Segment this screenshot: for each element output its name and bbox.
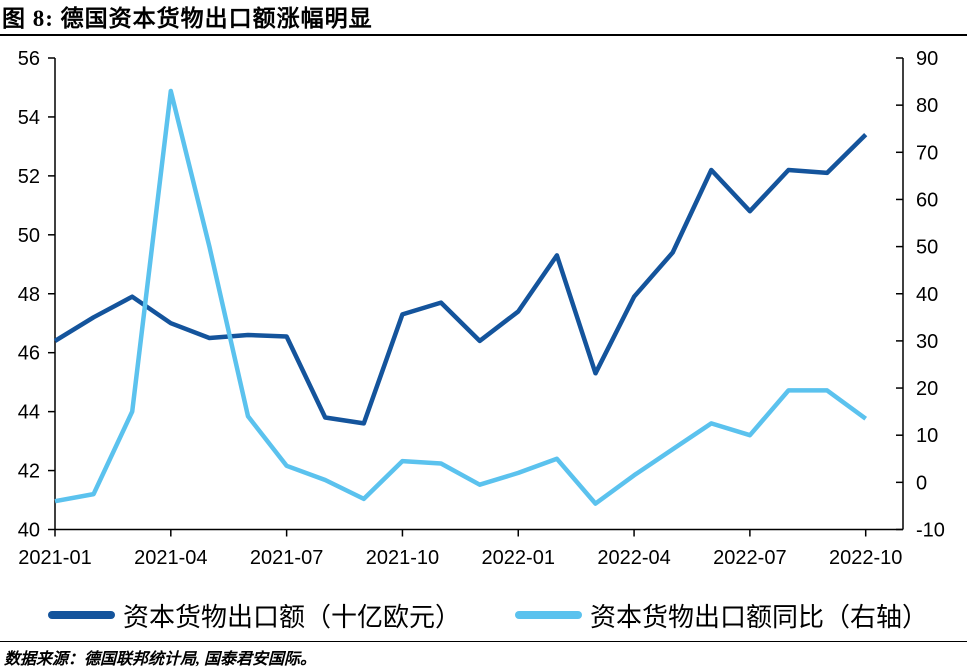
y-axis-left-tick-label: 56	[18, 48, 40, 70]
y-axis-left-tick-label: 48	[18, 284, 40, 306]
y-axis-right-tick-label: 20	[916, 378, 938, 400]
y-axis-right-tick-label: 0	[916, 472, 927, 494]
y-axis-right-tick-label: 80	[916, 95, 938, 117]
y-axis-left-tick-label: 42	[18, 461, 40, 483]
y-axis-right-tick-label: 90	[916, 48, 938, 70]
series-line-exports	[53, 133, 868, 426]
x-axis-tick-label: 2021-01	[18, 547, 91, 569]
x-axis-tick-label: 2022-10	[829, 547, 902, 569]
y-axis-right-tick-label: 50	[916, 237, 938, 259]
y-axis-right-tick-label: 40	[916, 284, 938, 306]
y-axis-left-tick-label: 46	[18, 343, 40, 365]
figure-title: 图 8: 德国资本货物出口额涨幅明显	[2, 6, 373, 31]
source-note: 数据来源：德国联邦统计局, 国泰君安国际。	[4, 651, 317, 668]
y-axis-right-tick-label: 60	[916, 189, 938, 211]
y-axis-right-tick-label: 10	[916, 425, 938, 447]
x-axis-tick-label: 2021-07	[250, 547, 323, 569]
legend: 资本货物出口额（十亿欧元） 资本货物出口额同比（右轴）	[0, 598, 967, 632]
source-divider	[0, 641, 967, 642]
y-axis-left-tick-label: 40	[18, 520, 40, 542]
legend-item-exports-yoy: 资本货物出口额同比（右轴）	[515, 598, 928, 632]
x-axis-tick-label: 2021-10	[366, 547, 439, 569]
y-axis-right-tick-label: 30	[916, 331, 938, 353]
legend-item-exports: 资本货物出口额（十亿欧元）	[48, 598, 461, 632]
legend-swatch-exports-yoy	[515, 611, 582, 619]
series-line-exports-yoy	[54, 88, 868, 506]
y-axis-left-tick-label: 54	[18, 107, 40, 129]
y-axis-left-tick-label: 50	[18, 225, 40, 247]
y-axis-left-tick-label: 44	[18, 402, 40, 424]
x-axis-tick-label: 2022-07	[713, 547, 786, 569]
y-axis-left-tick-label: 52	[18, 166, 40, 188]
x-axis-tick-label: 2022-04	[597, 547, 670, 569]
y-axis-right-tick-label: 70	[916, 142, 938, 164]
x-axis-tick-label: 2022-01	[482, 547, 555, 569]
legend-label-exports-yoy: 资本货物出口额同比（右轴）	[590, 602, 929, 632]
line-chart: 56 54 52 50 48 46 44 42 40 90 80 70 60 50 40 30 20 10 0 -10…	[18, 48, 945, 569]
axis-labels: 56 54 52 50 48 46 44 42 40 90 80 70 60 50 40 30 20 10 0 -10…	[18, 48, 945, 569]
tick-marks	[48, 57, 903, 537]
y-axis-right-tick-label: -10	[916, 520, 945, 542]
legend-label-exports: 资本货物出口额（十亿欧元）	[123, 602, 462, 632]
legend-swatch-exports	[48, 611, 115, 619]
x-axis-tick-label: 2021-04	[134, 547, 207, 569]
title-divider	[0, 34, 967, 36]
